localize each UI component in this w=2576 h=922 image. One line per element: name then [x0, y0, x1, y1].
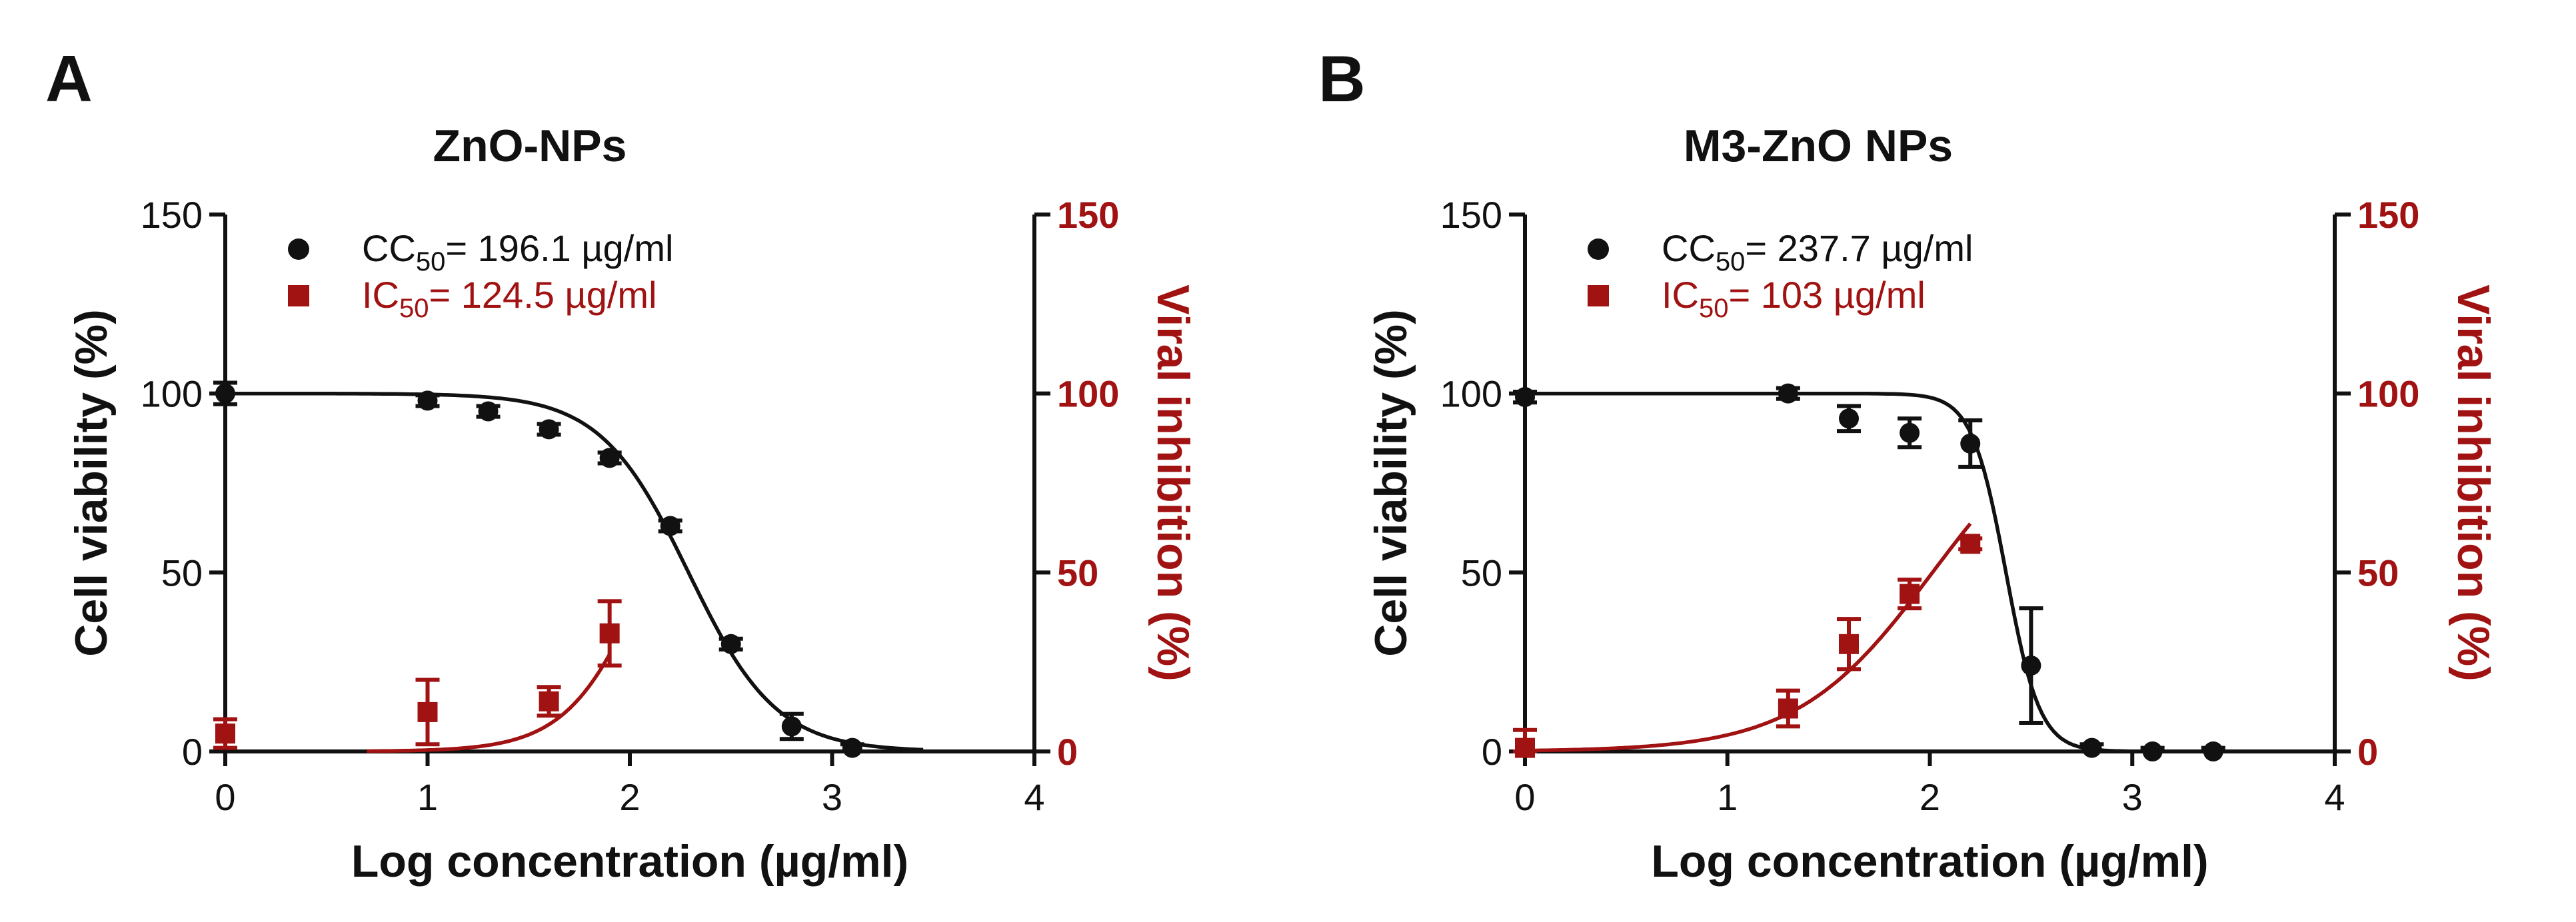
series-viral-inhibition	[213, 599, 622, 753]
fit-curve	[225, 391, 924, 752]
data-point	[478, 401, 499, 422]
x-tick-label: 2	[619, 776, 640, 818]
left-y-tick-label: 50	[161, 552, 203, 594]
data-point	[1900, 584, 1920, 604]
data-point	[1839, 408, 1859, 429]
x-tick-label: 0	[1514, 776, 1535, 818]
data-point	[1778, 383, 1798, 404]
data-point	[539, 419, 559, 440]
x-axis-title: Log concentration (µg/ml)	[351, 836, 908, 887]
legend-label: IC50= 103 µg/ml	[1662, 274, 1926, 323]
data-point	[1778, 698, 1798, 719]
x-tick-label: 4	[2324, 776, 2345, 818]
left-y-axis-title: Cell viability (%)	[66, 309, 117, 656]
data-point	[1960, 534, 1981, 554]
data-point	[1960, 433, 1981, 454]
data-point	[842, 737, 862, 758]
data-point	[539, 691, 559, 711]
data-point	[781, 716, 802, 737]
left-y-tick-label: 50	[1461, 552, 1502, 594]
x-tick-label: 2	[1920, 776, 1940, 818]
data-point	[2142, 741, 2163, 761]
x-tick-label: 1	[417, 776, 438, 818]
fit-curve	[1525, 391, 2143, 753]
left-y-tick-label: 0	[1482, 731, 1502, 773]
right-y-tick-label: 0	[1057, 731, 1078, 773]
right-y-tick-label: 0	[2357, 731, 2378, 773]
x-tick-label: 3	[822, 776, 842, 818]
right-y-tick-label: 150	[2357, 194, 2419, 236]
panel-label: A	[45, 42, 93, 115]
data-point	[2081, 737, 2102, 758]
legend-label: IC50= 124.5 µg/ml	[362, 274, 657, 323]
data-point	[1839, 634, 1859, 654]
left-y-tick-label: 100	[1440, 373, 1502, 415]
data-point	[1900, 422, 1920, 443]
data-point	[2203, 741, 2223, 761]
x-axis-title: Log concentration (µg/ml)	[1651, 836, 2208, 887]
legend-marker	[1588, 285, 1609, 306]
right-y-axis-title: Viral inhibition (%)	[2448, 284, 2499, 682]
left-y-tick-label: 150	[1440, 194, 1502, 236]
data-point	[417, 390, 438, 411]
x-tick-label: 1	[1717, 776, 1738, 818]
x-tick-label: 4	[1024, 776, 1044, 818]
chart-title: ZnO-NPs	[433, 121, 627, 171]
chart-title: M3-ZnO NPs	[1684, 121, 1953, 171]
left-y-tick-label: 150	[141, 194, 203, 236]
legend-marker	[288, 285, 309, 306]
legend-marker	[288, 238, 309, 260]
x-tick-label: 3	[2122, 776, 2143, 818]
data-point	[599, 448, 620, 468]
panel-label: B	[1318, 42, 1366, 115]
left-y-axis-title: Cell viability (%)	[1366, 309, 1416, 656]
data-point	[720, 634, 741, 654]
right-y-tick-label: 100	[2357, 373, 2419, 415]
legend-label: CC50= 196.1 µg/ml	[362, 227, 673, 276]
fit-curve	[367, 653, 612, 753]
data-point	[215, 723, 235, 744]
left-y-tick-label: 0	[182, 731, 203, 773]
fit-curve	[1525, 522, 1972, 753]
legend-label: CC50= 237.7 µg/ml	[1662, 227, 1973, 276]
series-cell-viability	[1513, 383, 2225, 761]
data-point	[1515, 737, 1535, 758]
series-viral-inhibition	[1513, 522, 1983, 758]
x-tick-label: 0	[215, 776, 235, 818]
right-y-axis-title: Viral inhibition (%)	[1148, 284, 1198, 682]
legend-marker	[1588, 238, 1609, 260]
data-point	[2021, 656, 2041, 676]
data-point	[660, 516, 680, 536]
left-y-tick-label: 100	[141, 373, 203, 415]
right-y-tick-label: 100	[1057, 373, 1119, 415]
series-cell-viability	[213, 380, 924, 758]
right-y-tick-label: 50	[1057, 552, 1098, 594]
data-point	[599, 623, 620, 644]
data-point	[417, 701, 438, 722]
data-point	[215, 383, 235, 404]
right-y-tick-label: 150	[1057, 194, 1119, 236]
right-y-tick-label: 50	[2357, 552, 2399, 594]
data-point	[1515, 387, 1535, 408]
